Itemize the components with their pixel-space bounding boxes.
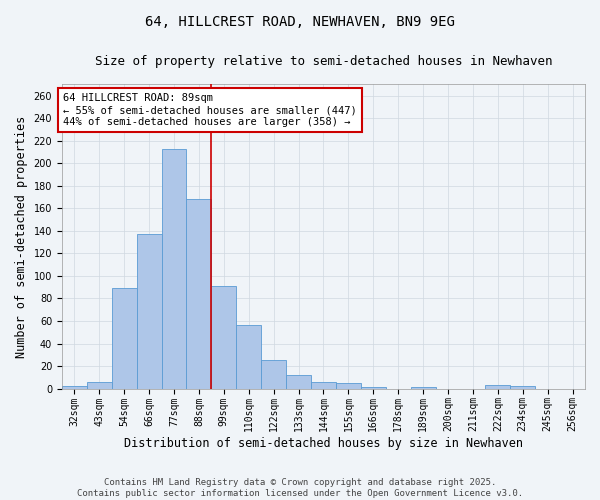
Bar xyxy=(236,326,261,388)
Text: 64, HILLCREST ROAD, NEWHAVEN, BN9 9EG: 64, HILLCREST ROAD, NEWHAVEN, BN9 9EG xyxy=(145,15,455,29)
Bar xyxy=(311,382,336,388)
Text: 64 HILLCREST ROAD: 89sqm
← 55% of semi-detached houses are smaller (447)
44% of : 64 HILLCREST ROAD: 89sqm ← 55% of semi-d… xyxy=(63,94,357,126)
Bar xyxy=(112,288,137,388)
Bar xyxy=(137,234,161,388)
X-axis label: Distribution of semi-detached houses by size in Newhaven: Distribution of semi-detached houses by … xyxy=(124,437,523,450)
Title: Size of property relative to semi-detached houses in Newhaven: Size of property relative to semi-detach… xyxy=(95,55,552,68)
Bar xyxy=(336,383,361,388)
Bar xyxy=(161,148,187,388)
Y-axis label: Number of semi-detached properties: Number of semi-detached properties xyxy=(15,116,28,358)
Bar xyxy=(62,386,87,388)
Bar xyxy=(286,375,311,388)
Bar xyxy=(510,386,535,388)
Bar xyxy=(261,360,286,388)
Bar xyxy=(211,286,236,388)
Text: Contains HM Land Registry data © Crown copyright and database right 2025.
Contai: Contains HM Land Registry data © Crown c… xyxy=(77,478,523,498)
Bar xyxy=(87,382,112,388)
Bar xyxy=(187,200,211,388)
Bar xyxy=(485,385,510,388)
